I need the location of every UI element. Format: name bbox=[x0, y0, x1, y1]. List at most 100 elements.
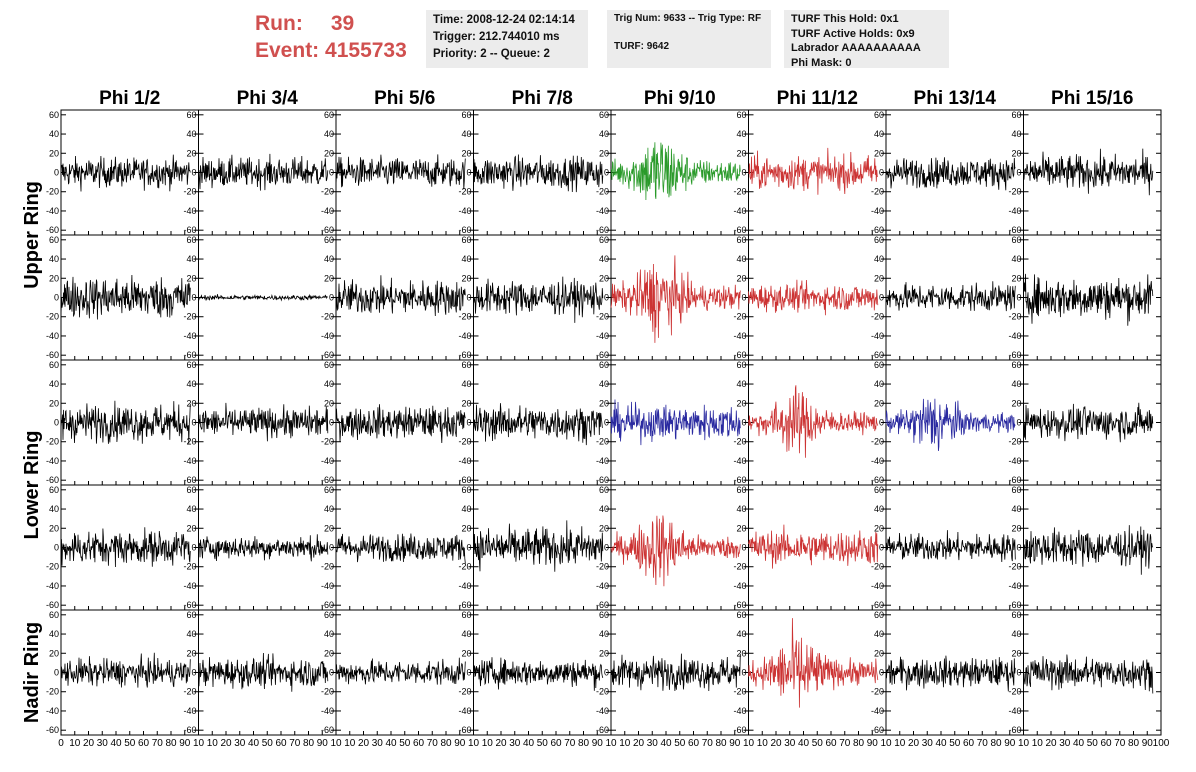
y-tick-label: -20 bbox=[321, 687, 334, 697]
x-tick-label: 60 bbox=[413, 738, 425, 749]
y-tick-label: 0 bbox=[604, 168, 609, 178]
y-tick-label: -40 bbox=[733, 581, 746, 591]
y-tick-label: -40 bbox=[733, 706, 746, 716]
y-tick-label: 40 bbox=[186, 129, 196, 139]
x-tick-label: 80 bbox=[303, 738, 315, 749]
x-tick-label: 40 bbox=[385, 738, 397, 749]
y-tick-label: 60 bbox=[736, 110, 746, 120]
y-tick-label: -20 bbox=[46, 687, 59, 697]
y-tick-label: 20 bbox=[1011, 398, 1021, 408]
y-tick-label: -40 bbox=[1008, 581, 1021, 591]
y-tick-label: -60 bbox=[321, 725, 334, 735]
y-tick-label: -20 bbox=[733, 687, 746, 697]
priority-line: Priority: 2 -- Queue: 2 bbox=[433, 48, 550, 60]
x-tick-label: 40 bbox=[935, 738, 947, 749]
x-tick-label: 50 bbox=[812, 738, 824, 749]
waveform-trace bbox=[60, 274, 191, 320]
x-tick-label: 80 bbox=[853, 738, 865, 749]
turf-line: TURF: 9642 bbox=[614, 41, 670, 52]
x-tick-label: 70 bbox=[702, 738, 714, 749]
y-tick-label: -40 bbox=[321, 581, 334, 591]
y-tick-label: 60 bbox=[874, 110, 884, 120]
waveform-trace bbox=[610, 399, 741, 446]
y-tick-label: 20 bbox=[736, 398, 746, 408]
y-tick-label: -40 bbox=[46, 331, 59, 341]
column-title: Phi 9/10 bbox=[644, 88, 716, 109]
y-tick-label: -40 bbox=[1008, 456, 1021, 466]
y-tick-label: 40 bbox=[599, 254, 609, 264]
y-tick-label: -60 bbox=[183, 225, 196, 235]
y-tick-label: 40 bbox=[324, 129, 334, 139]
y-tick-label: 40 bbox=[461, 504, 471, 514]
y-tick-label: 20 bbox=[736, 523, 746, 533]
y-tick-label: -40 bbox=[871, 581, 884, 591]
waveform-trace bbox=[198, 153, 329, 191]
y-tick-label: 20 bbox=[186, 523, 196, 533]
y-tick-label: 60 bbox=[49, 360, 59, 370]
y-tick-label: -20 bbox=[183, 312, 196, 322]
y-tick-label: -40 bbox=[596, 456, 609, 466]
y-tick-label: -20 bbox=[733, 437, 746, 447]
y-tick-label: 0 bbox=[741, 668, 746, 678]
row-label: Lower Ring bbox=[21, 431, 43, 540]
y-tick-label: 20 bbox=[324, 398, 334, 408]
y-tick-label: 40 bbox=[324, 629, 334, 639]
waveform-trace bbox=[748, 385, 879, 458]
y-tick-label: 60 bbox=[599, 110, 609, 120]
y-tick-label: 0 bbox=[191, 293, 196, 303]
y-tick-label: -40 bbox=[596, 706, 609, 716]
y-tick-label: -60 bbox=[596, 475, 609, 485]
y-tick-label: 60 bbox=[461, 610, 471, 620]
y-tick-label: 20 bbox=[186, 648, 196, 658]
column-title: Phi 3/4 bbox=[237, 88, 299, 109]
y-tick-label: 20 bbox=[736, 148, 746, 158]
y-tick-label: 0 bbox=[54, 668, 59, 678]
y-tick-label: -20 bbox=[321, 312, 334, 322]
y-tick-label: -40 bbox=[733, 331, 746, 341]
y-tick-label: -20 bbox=[183, 187, 196, 197]
y-tick-label: 0 bbox=[54, 293, 59, 303]
row-label: Nadir Ring bbox=[21, 622, 43, 723]
y-tick-label: 40 bbox=[1011, 504, 1021, 514]
x-tick-label: 60 bbox=[963, 738, 975, 749]
y-tick-label: 60 bbox=[461, 485, 471, 495]
y-tick-label: -60 bbox=[733, 725, 746, 735]
waveform-trace bbox=[335, 275, 466, 317]
x-tick-label: 60 bbox=[1100, 738, 1112, 749]
x-tick-label: 30 bbox=[784, 738, 796, 749]
y-tick-label: 20 bbox=[461, 398, 471, 408]
y-tick-label: -20 bbox=[733, 187, 746, 197]
x-tick-label: 10 bbox=[757, 738, 769, 749]
y-tick-label: 40 bbox=[1011, 379, 1021, 389]
y-tick-label: -20 bbox=[458, 312, 471, 322]
waveform-trace bbox=[198, 652, 329, 692]
x-tick-label: 60 bbox=[138, 738, 150, 749]
x-tick-label: 20 bbox=[83, 738, 95, 749]
y-tick-label: 40 bbox=[599, 504, 609, 514]
x-tick-label: 100 bbox=[1153, 738, 1170, 749]
waveform-trace bbox=[335, 657, 466, 685]
y-tick-label: 40 bbox=[186, 504, 196, 514]
y-tick-label: 40 bbox=[461, 379, 471, 389]
run-event-label: Run: 39 Event: 4155733 bbox=[255, 10, 407, 64]
x-tick-label: 80 bbox=[715, 738, 727, 749]
x-tick-label: 10 bbox=[330, 738, 342, 749]
y-tick-label: -20 bbox=[458, 562, 471, 572]
y-tick-label: 40 bbox=[599, 629, 609, 639]
x-tick-label: 10 bbox=[468, 738, 480, 749]
x-tick-label: 80 bbox=[165, 738, 177, 749]
y-tick-label: 60 bbox=[324, 610, 334, 620]
y-tick-label: 20 bbox=[186, 273, 196, 283]
waveform-trace bbox=[198, 402, 329, 442]
y-tick-label: 20 bbox=[461, 523, 471, 533]
y-tick-label: 0 bbox=[879, 293, 884, 303]
y-tick-label: 60 bbox=[186, 235, 196, 245]
y-tick-label: 40 bbox=[874, 379, 884, 389]
x-tick-label: 90 bbox=[867, 738, 879, 749]
time-info-box: Time: 2008-12-24 02:14:14 Trigger: 212.7… bbox=[426, 10, 588, 68]
x-tick-label: 20 bbox=[495, 738, 507, 749]
y-tick-label: 40 bbox=[736, 379, 746, 389]
y-tick-label: 0 bbox=[466, 418, 471, 428]
y-tick-label: -60 bbox=[733, 225, 746, 235]
